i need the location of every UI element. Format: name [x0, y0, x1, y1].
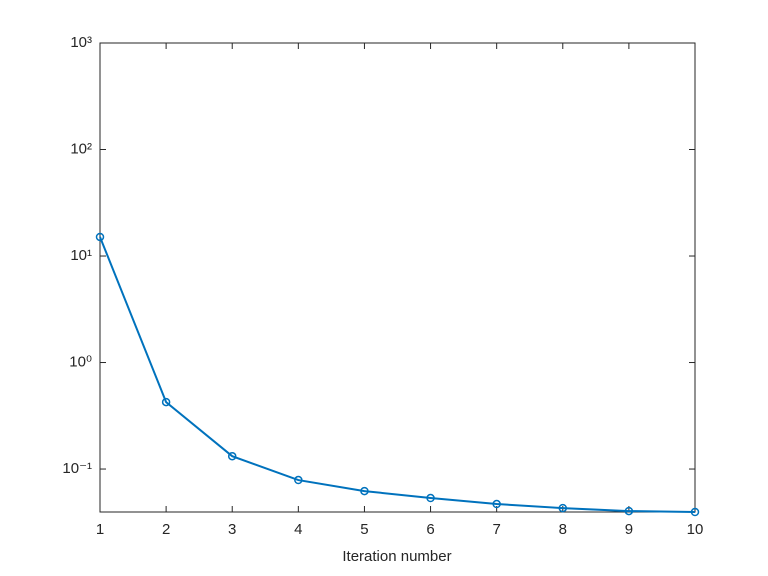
y-tick-label: 10² [70, 140, 92, 157]
x-axis-label: Iteration number [342, 548, 451, 565]
x-tick-label: 8 [559, 521, 567, 538]
x-tick-label: 3 [228, 521, 236, 538]
data-line [99, 236, 696, 513]
x-tick-label: 4 [294, 521, 302, 538]
data-point [492, 499, 501, 509]
x-tick-label: 6 [426, 521, 434, 538]
data-point [690, 507, 700, 517]
x-tick-label: 9 [625, 521, 633, 538]
data-point [558, 503, 568, 513]
x-tick-label: 1 [96, 521, 104, 538]
plot-box [99, 42, 696, 513]
data-point [161, 397, 171, 407]
y-tick-label: 10⁻¹ [62, 460, 92, 477]
data-point [426, 493, 435, 503]
y-tick-label: 10¹ [70, 247, 92, 264]
data-point [227, 451, 237, 461]
data-point [624, 506, 634, 516]
data-point [294, 475, 303, 485]
data-point [95, 232, 105, 242]
y-tick-label: 10³ [70, 34, 92, 51]
x-tick-label: 10 [687, 521, 704, 538]
x-tick-label: 5 [360, 521, 368, 538]
x-tick-label: 2 [162, 521, 170, 538]
y-tick-label: 10⁰ [69, 353, 92, 370]
data-point [360, 486, 369, 496]
x-tick-label: 7 [492, 521, 500, 538]
